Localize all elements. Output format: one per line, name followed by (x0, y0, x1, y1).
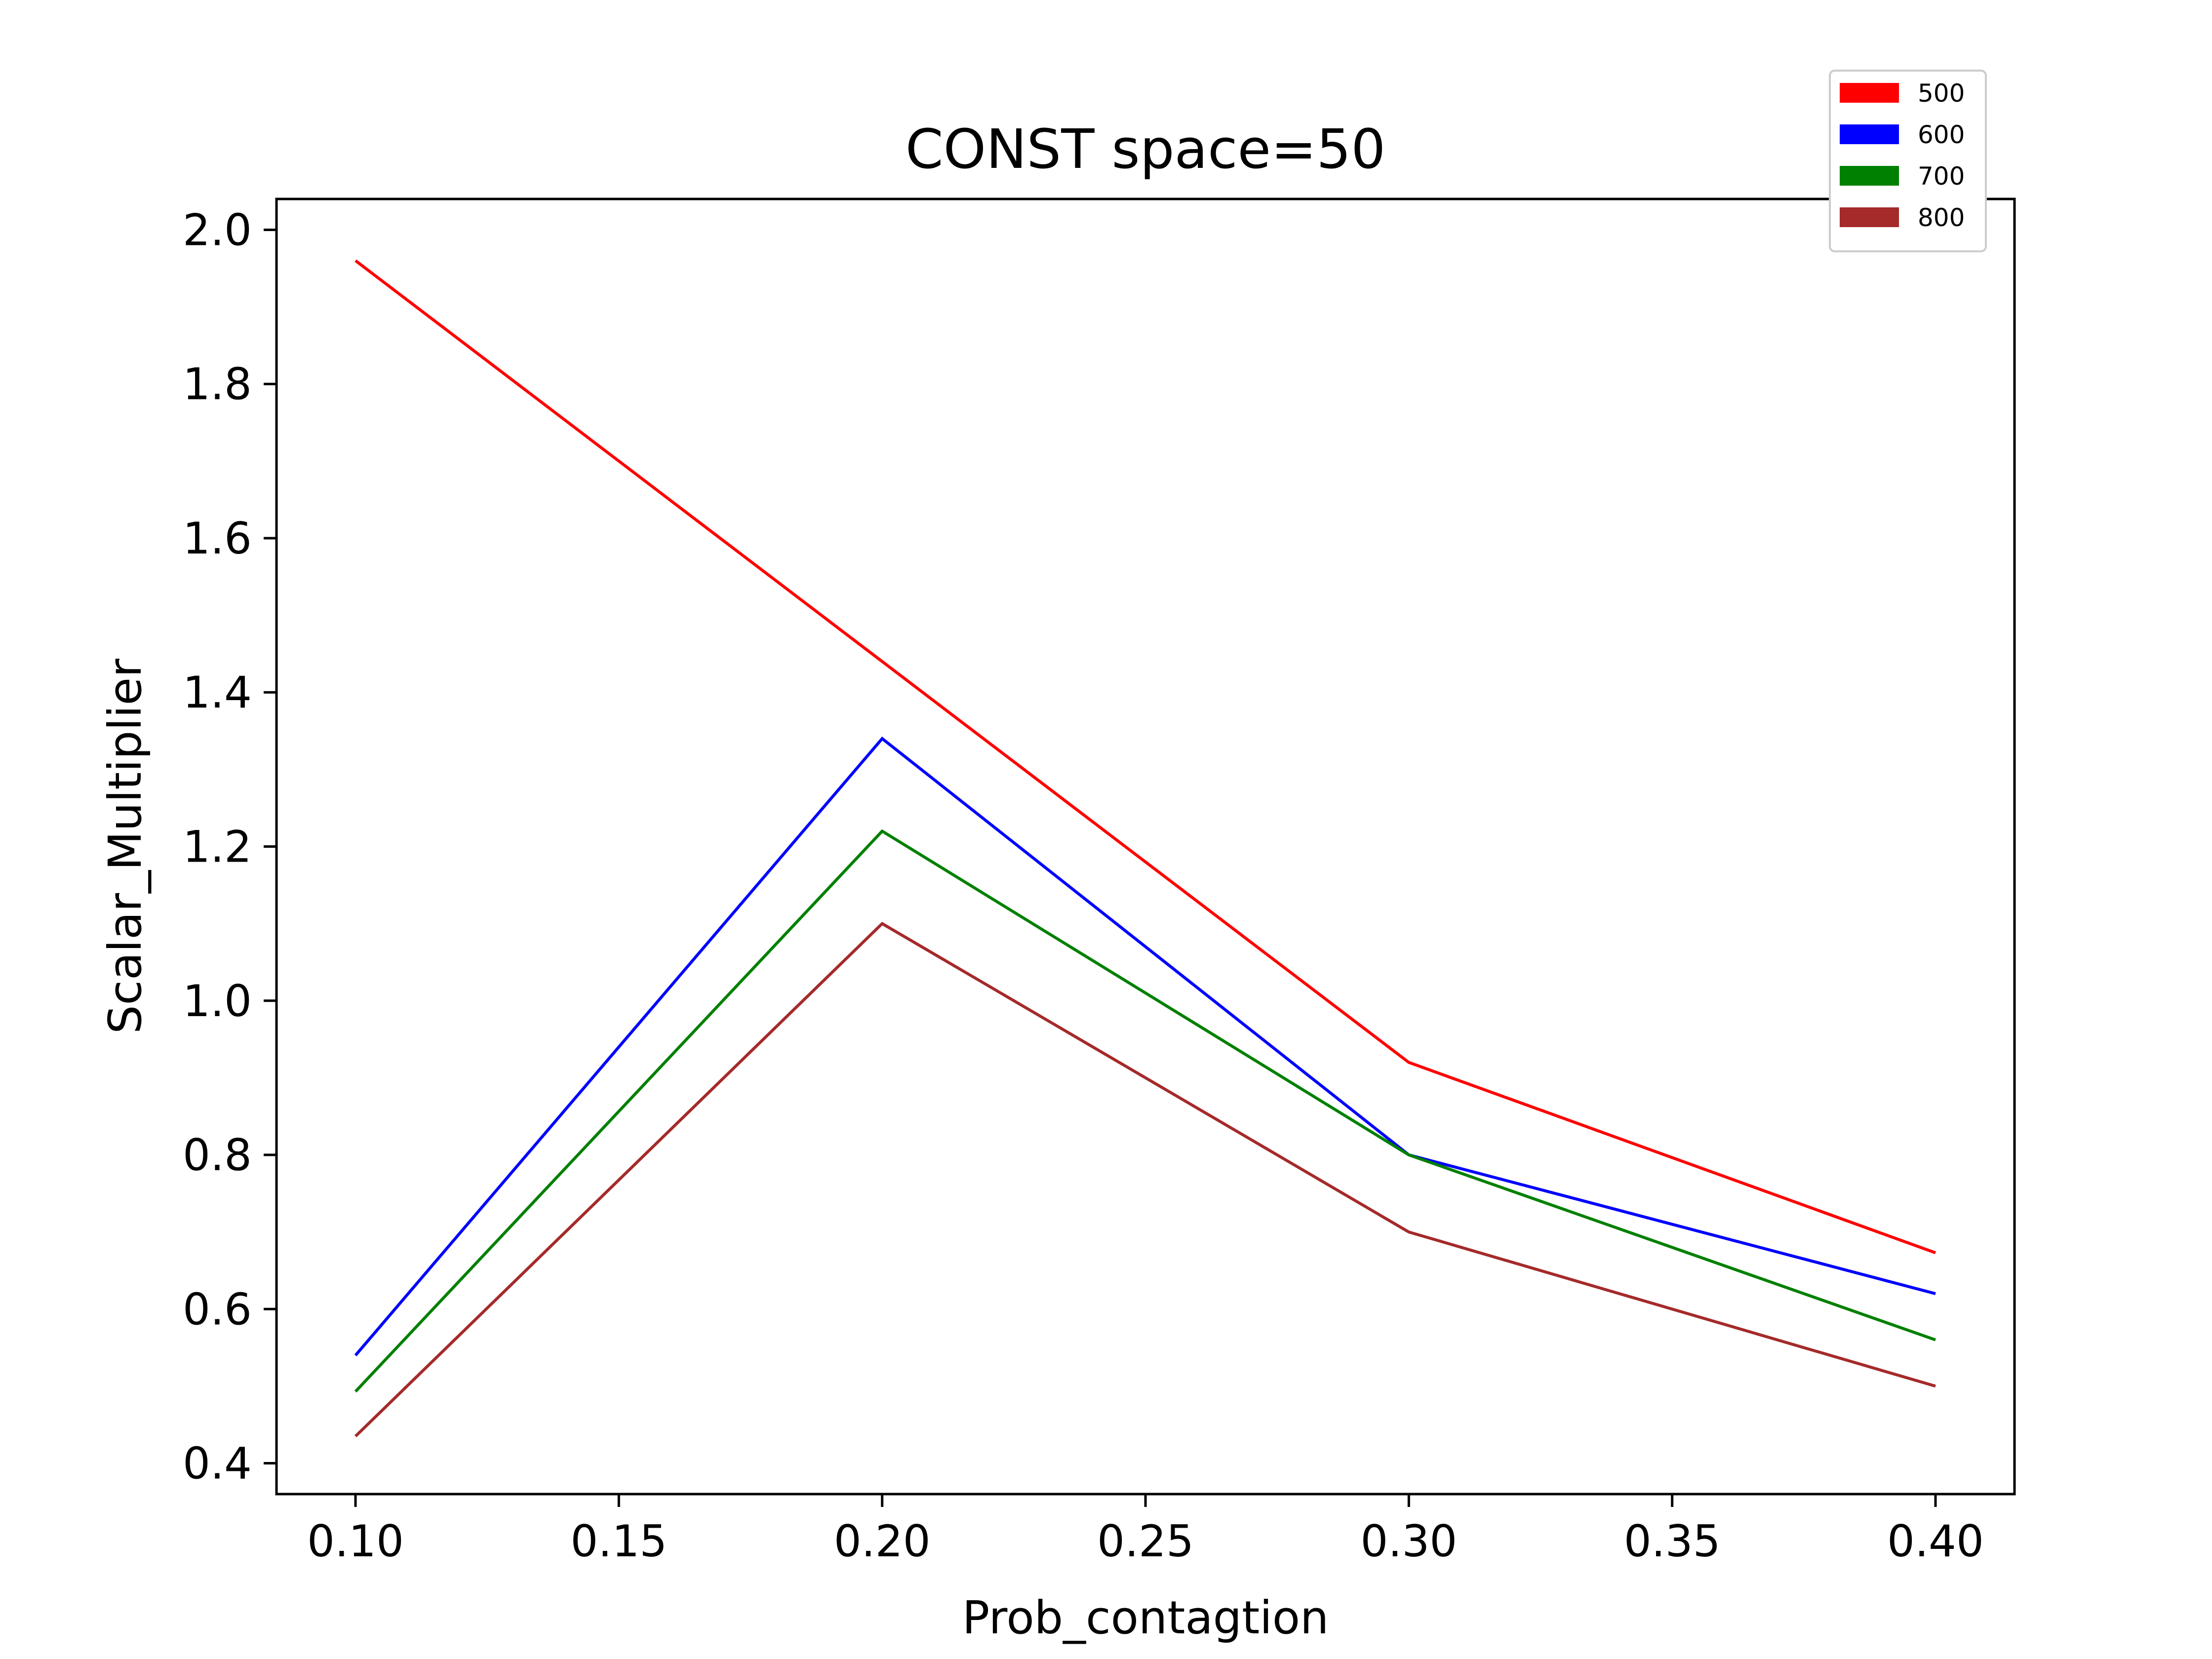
legend-label-700: 700 (1918, 162, 1965, 191)
y-tick-label: 0.4 (183, 1438, 252, 1489)
legend-swatch-800 (1840, 207, 1899, 227)
x-tick-label: 0.10 (307, 1516, 404, 1567)
y-tick-label: 0.8 (183, 1130, 252, 1181)
y-tick-label: 1.0 (183, 976, 252, 1027)
legend-label-600: 600 (1918, 120, 1965, 149)
x-tick-label: 0.20 (834, 1516, 931, 1567)
plot-area (354, 259, 1936, 1438)
x-tick-label: 0.35 (1624, 1516, 1721, 1567)
legend-swatch-500 (1840, 83, 1899, 103)
series-line-500 (355, 259, 1936, 1255)
x-tick-label: 0.25 (1097, 1516, 1194, 1567)
y-tick-label: 1.2 (183, 822, 252, 872)
y-tick-label: 1.4 (183, 667, 252, 718)
y-tick-label: 1.6 (183, 513, 252, 564)
legend-box (1829, 70, 1987, 252)
x-tick-label: 0.15 (570, 1516, 667, 1567)
series-line-800 (354, 921, 1936, 1438)
y-tick-label: 2.0 (183, 204, 252, 255)
x-tick-label: 0.40 (1887, 1516, 1984, 1567)
y-axis-label: Scalar_Multiplier (99, 659, 152, 1034)
y-tick-label: 0.6 (183, 1284, 252, 1335)
legend-swatch-600 (1840, 124, 1899, 144)
legend-swatch-700 (1840, 166, 1899, 186)
legend-label-800: 800 (1918, 203, 1965, 232)
x-tick-label: 0.30 (1360, 1516, 1457, 1567)
legend: 500 600 700 800 (1829, 70, 1987, 252)
series-line-600 (354, 736, 1936, 1356)
x-axis-label: Prob_contagtion (962, 1591, 1329, 1644)
series-line-700 (354, 829, 1936, 1393)
chart-title: CONST space=50 (906, 118, 1386, 181)
legend-label-500: 500 (1918, 79, 1965, 108)
y-tick-label: 1.8 (183, 359, 252, 410)
